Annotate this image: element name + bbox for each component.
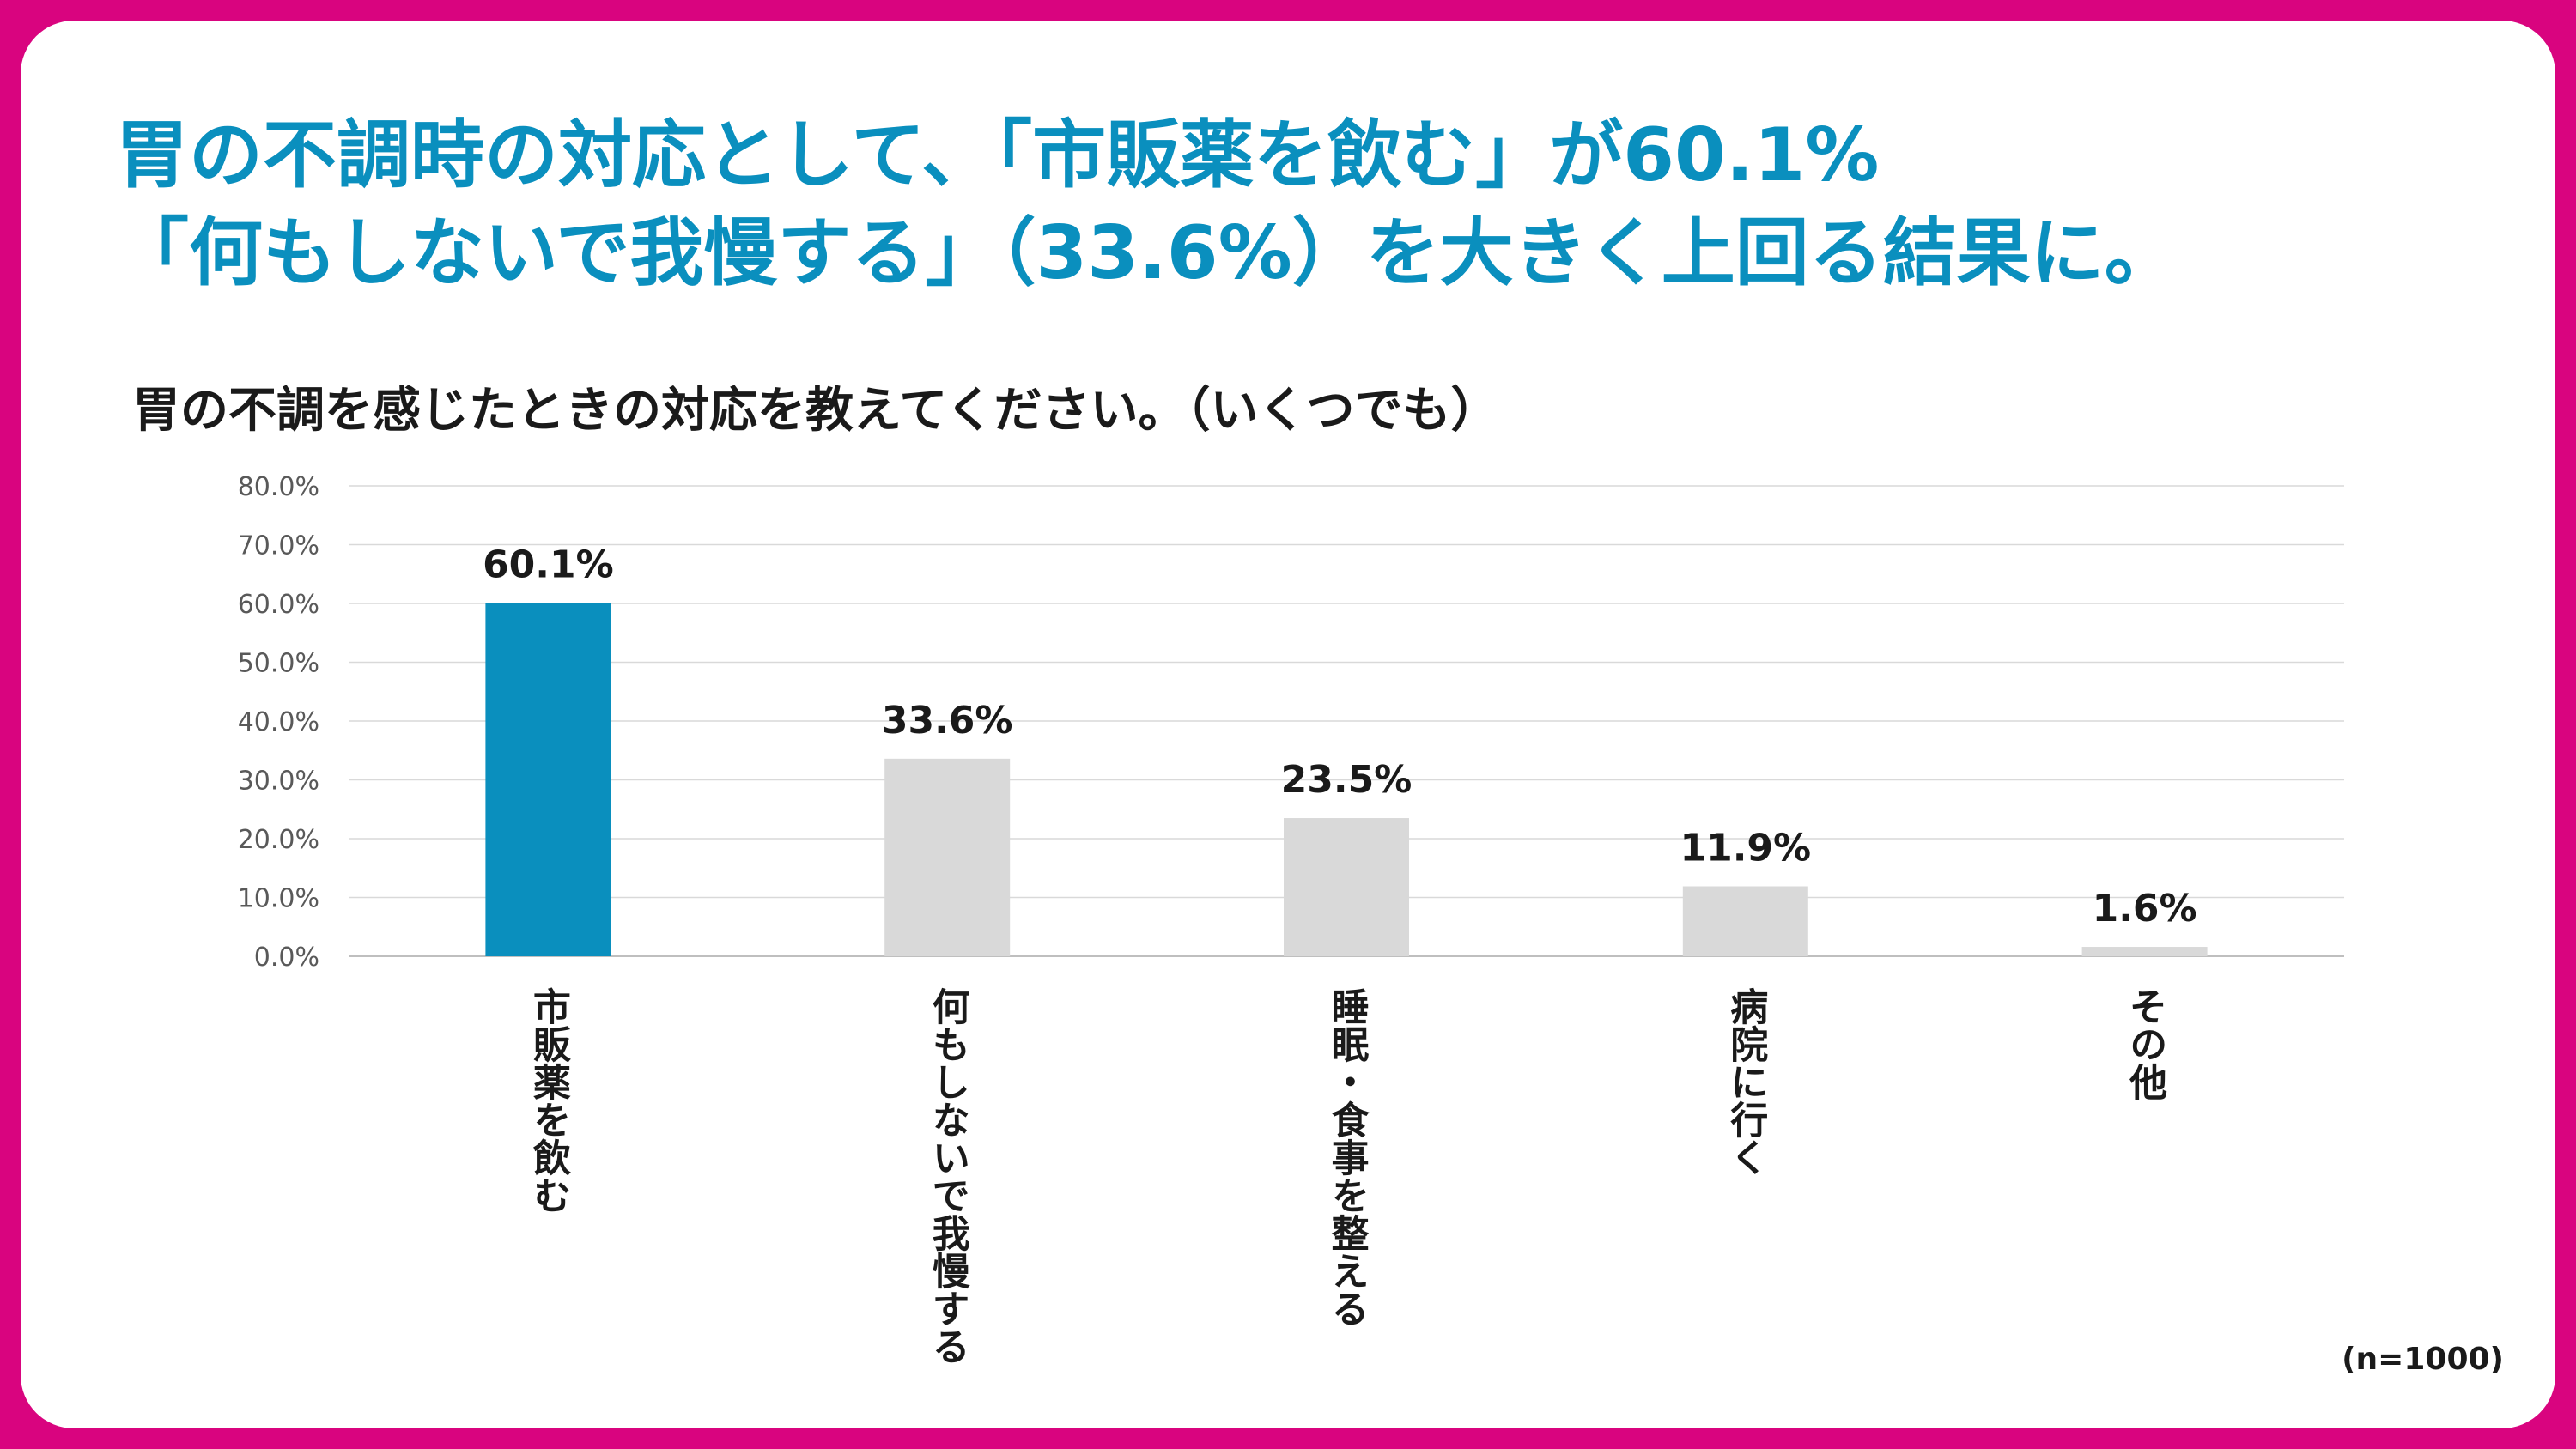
bar <box>1682 886 1808 956</box>
category-label: 病院に行く <box>1723 987 1768 1176</box>
category-label: 睡眠・食事を整える <box>1325 987 1370 1327</box>
bar <box>485 603 611 956</box>
data-label: 11.9% <box>1680 826 1811 870</box>
y-tick-label: 50.0% <box>238 649 319 679</box>
y-tick-label: 10.0% <box>238 884 319 914</box>
data-label: 60.1% <box>483 543 614 586</box>
card: 胃の不調時の対応として、「市販薬を飲む」が60.1% 「何もしないで我慢する」（… <box>21 21 2555 1428</box>
y-tick-label: 0.0% <box>254 943 319 973</box>
bar <box>1284 818 1409 956</box>
survey-question: 胃の不調を感じたときの対応を教えてください。（いくつでも） <box>132 383 1499 439</box>
y-tick-label: 70.0% <box>238 531 319 561</box>
data-label: 33.6% <box>882 699 1013 743</box>
y-tick-label: 30.0% <box>238 767 319 797</box>
headline-line-2: 「何もしないで我慢する」（33.6%）を大きく上回る結果に。 <box>115 210 2178 296</box>
headline-line-1: 胃の不調時の対応として、「市販薬を飲む」が60.1% <box>115 112 1880 198</box>
category-label: その他 <box>2123 987 2168 1100</box>
y-tick-label: 40.0% <box>238 707 319 737</box>
data-label: 1.6% <box>2093 887 2197 931</box>
category-label: 何もしないで我慢する <box>926 987 970 1365</box>
bar-chart: 0.0% 10.0% 20.0% 30.0% 40.0% 50.0% 60.0% 70.0% 8… <box>238 472 2344 1365</box>
category-label: 市販薬を飲む <box>526 987 571 1214</box>
bar <box>884 758 1011 956</box>
headline: 胃の不調時の対応として、「市販薬を飲む」が60.1% 「何もしないで我慢する」（… <box>115 106 2178 302</box>
y-tick-label: 60.0% <box>238 590 319 620</box>
bar <box>2081 947 2208 956</box>
y-tick-label: 20.0% <box>238 825 319 855</box>
data-label: 23.5% <box>1281 758 1413 802</box>
y-tick-label: 80.0% <box>238 472 319 502</box>
sample-size-note: (n=1000) <box>2342 1342 2504 1377</box>
